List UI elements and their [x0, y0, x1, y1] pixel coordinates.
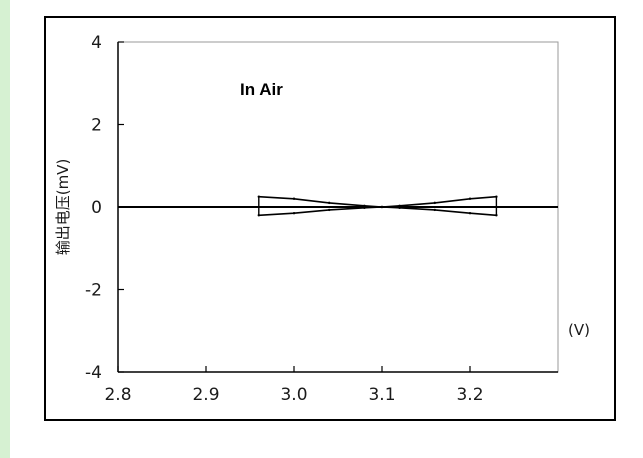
series-point: [328, 201, 331, 205]
series-point: [468, 211, 472, 215]
series-point: [398, 204, 401, 207]
x-axis-unit-label: (V): [568, 321, 590, 339]
y-tick-label: 4: [91, 33, 102, 53]
series-point: [328, 208, 331, 212]
y-tick-label: 2: [91, 116, 102, 136]
series-point: [292, 211, 296, 215]
y-axis-label: 输出电压(mV): [54, 159, 72, 256]
series-point: [398, 206, 401, 210]
figure-frame: [44, 16, 616, 421]
series-point: [363, 206, 366, 210]
y-tick-label: 0: [91, 198, 102, 218]
x-tick-label: 2.9: [192, 385, 219, 405]
x-tick-label: 2.8: [104, 385, 131, 405]
y-tick-label: -2: [85, 281, 102, 301]
series-point: [433, 201, 436, 205]
chart-annotation: In Air: [240, 80, 283, 99]
x-tick-label: 3.1: [368, 385, 395, 405]
y-tick-label: -4: [85, 363, 102, 383]
figure-panel: 4 2 0 -2 -4 2.8 2.9 3.0 3.1 3.2 (V) 输出电压(mV) In Air: [10, 0, 643, 458]
series-point: [292, 197, 296, 200]
x-tick-label: 3.2: [456, 385, 483, 405]
chart: 4 2 0 -2 -42.8 2.9 3.0 3.1 3.2 (V) 输出电压(mV) In Air: [54, 33, 590, 405]
series-point: [433, 208, 436, 212]
series-point: [363, 204, 366, 207]
series-point: [380, 205, 384, 209]
series-point: [468, 197, 472, 200]
x-tick-label: 3.0: [280, 385, 307, 405]
